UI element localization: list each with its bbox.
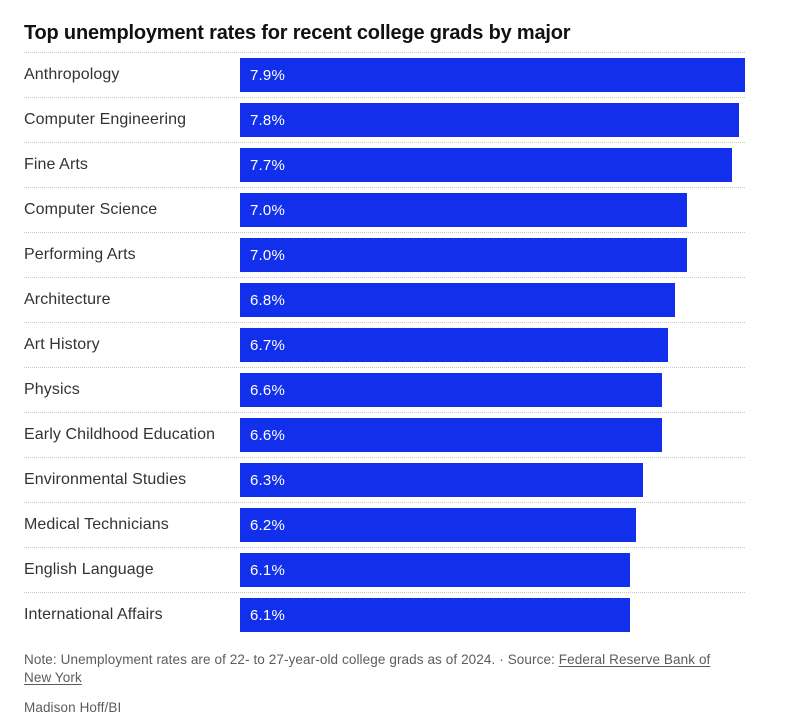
bar-track: 6.2% (240, 508, 745, 542)
value-label: 7.8% (250, 111, 285, 129)
bar: 6.1% (240, 598, 630, 632)
category-label: Computer Engineering (24, 111, 187, 128)
bar: 6.7% (240, 328, 669, 362)
note-text: Note: Unemployment rates are of 22- to 2… (24, 652, 496, 667)
bar: 7.0% (240, 238, 688, 272)
bar-track: 6.6% (240, 418, 745, 452)
source-label: Source: (507, 652, 555, 667)
bar: 6.8% (240, 283, 675, 317)
value-label: 6.2% (250, 516, 285, 534)
chart-note: Note: Unemployment rates are of 22- to 2… (24, 651, 734, 687)
bar-track: 7.0% (240, 193, 745, 227)
bar: 7.0% (240, 193, 688, 227)
chart-row: Computer Engineering 7.8% (24, 97, 745, 142)
chart-row: Performing Arts 7.0% (24, 232, 745, 277)
bar-track: 7.9% (240, 58, 745, 92)
chart-row: Architecture 6.8% (24, 277, 745, 322)
value-label: 7.0% (250, 201, 285, 219)
chart-row: Environmental Studies 6.3% (24, 457, 745, 502)
value-label: 6.6% (250, 426, 285, 444)
value-label: 6.8% (250, 291, 285, 309)
bar-track: 7.7% (240, 148, 745, 182)
bar: 6.1% (240, 553, 630, 587)
bar: 7.8% (240, 103, 739, 137)
value-label: 6.6% (250, 381, 285, 399)
chart-title: Top unemployment rates for recent colleg… (24, 22, 571, 44)
category-label: Anthropology (24, 66, 120, 83)
bar-track: 6.1% (240, 553, 745, 587)
category-label: Art History (24, 336, 100, 353)
bar: 6.2% (240, 508, 637, 542)
bar: 6.6% (240, 418, 662, 452)
bar-track: 7.8% (240, 103, 745, 137)
bar-track: 6.6% (240, 373, 745, 407)
category-label: Performing Arts (24, 246, 136, 263)
chart-row: International Affairs 6.1% (24, 592, 745, 637)
chart-row: Art History 6.7% (24, 322, 745, 367)
value-label: 7.9% (250, 66, 285, 84)
bar-track: 6.1% (240, 598, 745, 632)
source-link[interactable]: Federal Reserve Bank of New York (24, 652, 711, 685)
category-label: Physics (24, 381, 80, 398)
chart-row: Computer Science 7.0% (24, 187, 745, 232)
value-label: 6.7% (250, 336, 285, 354)
value-label: 6.1% (250, 606, 285, 624)
value-label: 6.3% (250, 471, 285, 489)
value-label: 7.7% (250, 156, 285, 174)
category-label: International Affairs (24, 606, 163, 623)
bar-track: 6.7% (240, 328, 745, 362)
chart-row: Fine Arts 7.7% (24, 142, 745, 187)
bar: 7.9% (240, 58, 745, 92)
value-label: 7.0% (250, 246, 285, 264)
bar-chart: Anthropology 7.9% Computer Engineering 7.8%… (24, 52, 745, 637)
credit-byline: Madison Hoff/BI (24, 700, 122, 715)
category-label: Computer Science (24, 201, 158, 218)
bar: 6.6% (240, 373, 662, 407)
bar: 7.7% (240, 148, 733, 182)
chart-row: Anthropology 7.9% (24, 52, 745, 97)
chart-row: Physics 6.6% (24, 367, 745, 412)
bar-track: 6.3% (240, 463, 745, 497)
bar: 6.3% (240, 463, 643, 497)
note-separator: · (499, 652, 504, 667)
chart-row: English Language 6.1% (24, 547, 745, 592)
value-label: 6.1% (250, 561, 285, 579)
category-label: Architecture (24, 291, 111, 308)
bar-track: 7.0% (240, 238, 745, 272)
category-label: Fine Arts (24, 156, 89, 173)
chart-row: Medical Technicians 6.2% (24, 502, 745, 547)
bar-track: 6.8% (240, 283, 745, 317)
category-label: Environmental Studies (24, 471, 187, 488)
category-label: English Language (24, 561, 154, 578)
category-label: Early Childhood Education (24, 426, 216, 443)
category-label: Medical Technicians (24, 516, 169, 533)
chart-row: Early Childhood Education 6.6% (24, 412, 745, 457)
